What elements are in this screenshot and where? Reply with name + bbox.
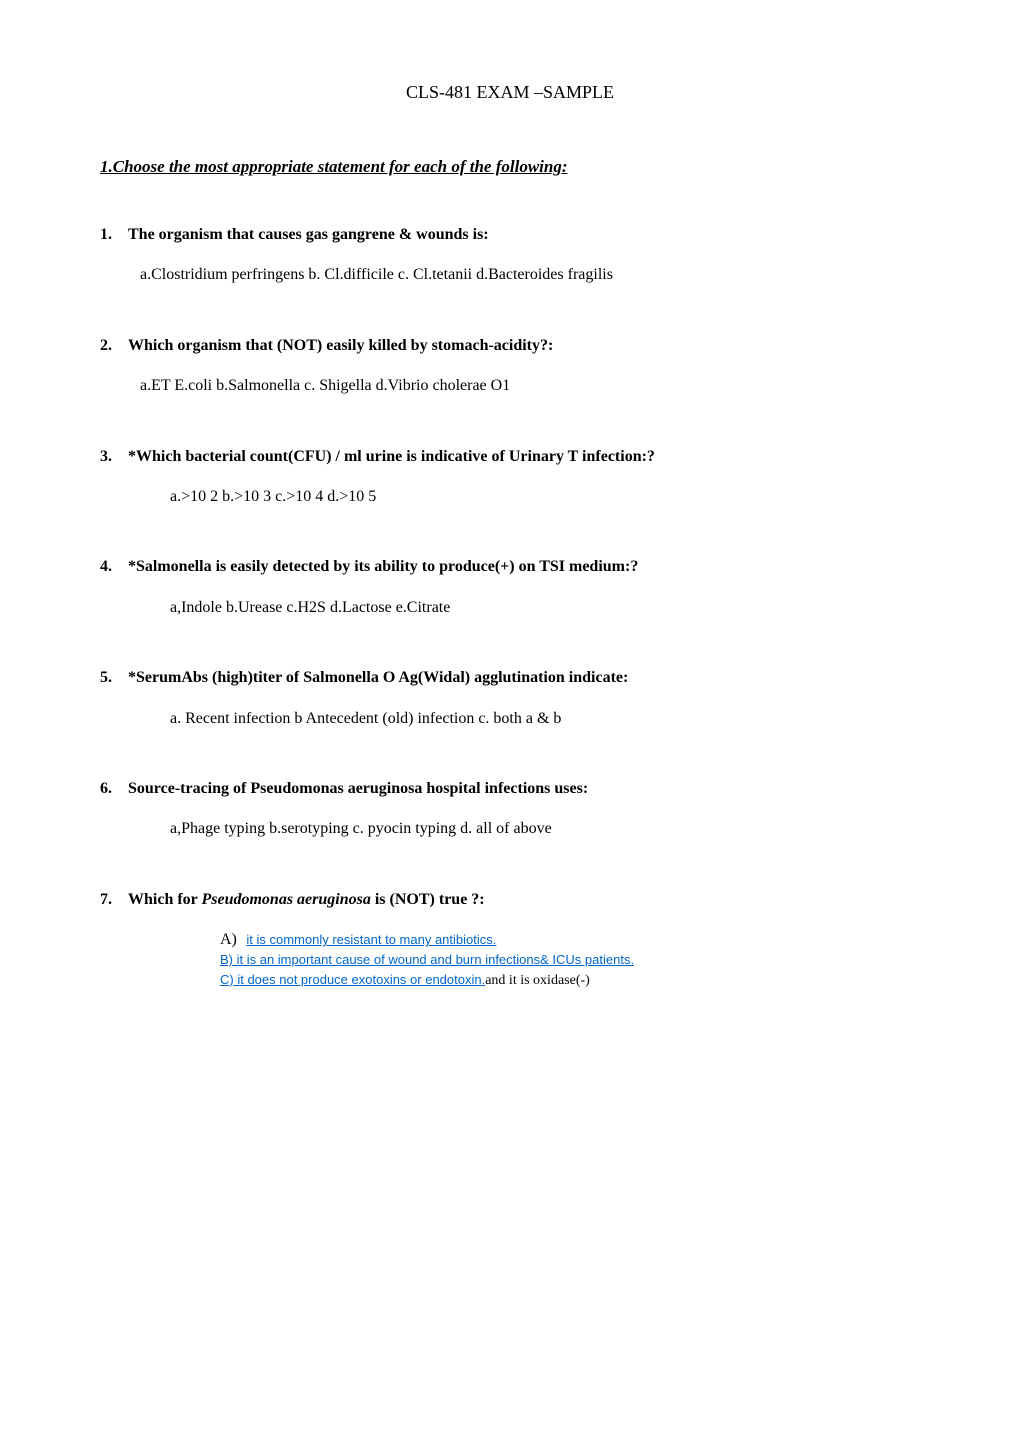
exam-title: CLS-481 EXAM –SAMPLE	[100, 80, 920, 105]
question-number: 3.	[100, 446, 128, 468]
question-2: 2. Which organism that (NOT) easily kill…	[100, 335, 920, 398]
q7-option-a: A) it is commonly resistant to many anti…	[220, 929, 920, 951]
question-7: 7. Which for Pseudomonas aeruginosa is (…	[100, 889, 920, 991]
question-text: *SerumAbs (high)titer of Salmonella O Ag…	[128, 667, 628, 689]
question-text: The organism that causes gas gangrene & …	[128, 224, 489, 246]
q7-sub-options: A) it is commonly resistant to many anti…	[220, 929, 920, 991]
option-a-label: A)	[220, 929, 237, 951]
question-text: Which organism that (NOT) easily killed …	[128, 335, 553, 357]
question-options: a. Recent infection b Antecedent (old) i…	[170, 708, 920, 730]
q7-option-b: B) it is an important cause of wound and…	[220, 951, 920, 971]
question-5: 5. *SerumAbs (high)titer of Salmonella O…	[100, 667, 920, 730]
question-number: 1.	[100, 224, 128, 246]
question-number: 7.	[100, 889, 128, 911]
section-header: 1.Choose the most appropriate statement …	[100, 155, 920, 179]
question-number: 5.	[100, 667, 128, 689]
question-6: 6. Source-tracing of Pseudomonas aerugin…	[100, 778, 920, 841]
question-text: *Salmonella is easily detected by its ab…	[128, 556, 638, 578]
q7-option-c: C) it does not produce exotoxins or endo…	[220, 971, 920, 991]
question-options: a.ET E.coli b.Salmonella c. Shigella d.V…	[140, 375, 920, 397]
question-options: a.>10 2 b.>10 3 c.>10 4 d.>10 5	[170, 486, 920, 508]
question-3: 3. *Which bacterial count(CFU) / ml urin…	[100, 446, 920, 509]
question-1: 1. The organism that causes gas gangrene…	[100, 224, 920, 287]
question-text: Which for Pseudomonas aeruginosa is (NOT…	[128, 889, 485, 911]
q7-suffix: is (NOT) true ?:	[371, 891, 485, 908]
question-number: 6.	[100, 778, 128, 800]
q7-prefix: Which for	[128, 891, 201, 908]
question-4: 4. *Salmonella is easily detected by its…	[100, 556, 920, 619]
question-options: a,Phage typing b.serotyping c. pyocin ty…	[170, 818, 920, 840]
option-c-suffix: and it is oxidase(-)	[485, 973, 590, 988]
question-text: *Which bacterial count(CFU) / ml urine i…	[128, 446, 655, 468]
option-c-link[interactable]: C) it does not produce exotoxins or endo…	[220, 972, 485, 987]
option-b-link[interactable]: B) it is an important cause of wound and…	[220, 952, 634, 967]
question-number: 4.	[100, 556, 128, 578]
question-options: a.Clostridium perfringens b. Cl.difficil…	[140, 264, 920, 286]
q7-italic: Pseudomonas aeruginosa	[201, 891, 370, 908]
option-a-link[interactable]: it is commonly resistant to many antibio…	[246, 932, 496, 947]
question-number: 2.	[100, 335, 128, 357]
question-text: Source-tracing of Pseudomonas aeruginosa…	[128, 778, 588, 800]
question-options: a,Indole b.Urease c.H2S d.Lactose e.Citr…	[170, 597, 920, 619]
